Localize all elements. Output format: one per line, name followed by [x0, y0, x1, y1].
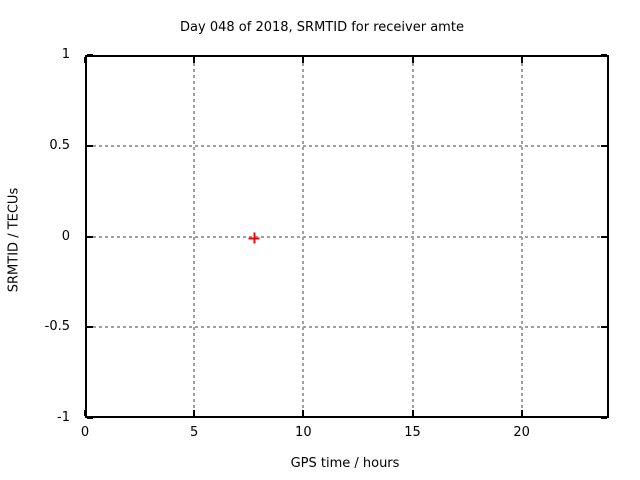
y-tick-mark-right — [601, 144, 607, 147]
gridline-horizontal — [87, 144, 607, 147]
gridline-horizontal — [87, 326, 607, 329]
gridline-horizontal — [87, 235, 607, 238]
y-tick-mark-left — [87, 54, 93, 56]
y-tick-mark-left — [87, 235, 93, 238]
y-tick-mark-right — [601, 326, 607, 329]
y-tick-mark-right — [601, 54, 607, 56]
y-tick-label: 1 — [61, 47, 70, 62]
y-tick-mark-right — [601, 235, 607, 238]
x-tick-mark-bottom — [411, 410, 414, 416]
y-tick-mark-left — [87, 417, 93, 419]
x-tick-mark-bottom — [302, 410, 305, 416]
y-tick-label: -0.5 — [44, 319, 70, 335]
x-tick-mark-bottom — [520, 410, 523, 416]
x-tick-mark-bottom — [193, 410, 196, 416]
y-tick-mark-right — [601, 417, 607, 419]
y-tick-mark-left — [87, 326, 93, 329]
x-axis-label: GPS time / hours — [290, 456, 400, 471]
x-tick-label: 15 — [404, 425, 421, 440]
chart-title: Day 048 of 2018, SRMTID for receiver amt… — [180, 20, 464, 35]
x-tick-label: 5 — [190, 425, 199, 440]
x-tick-label: 20 — [513, 425, 530, 440]
x-tick-label: 0 — [80, 425, 90, 440]
x-tick-mark-top — [84, 57, 86, 63]
data-point-marker — [248, 232, 260, 244]
x-tick-mark-top — [193, 57, 196, 63]
x-tick-mark-top — [302, 57, 305, 63]
x-tick-mark-top — [520, 57, 523, 63]
y-tick-label: 0 — [61, 228, 70, 244]
plot-area — [85, 55, 609, 418]
y-tick-mark-left — [87, 144, 93, 147]
y-tick-label: 0.5 — [49, 137, 70, 153]
x-tick-mark-top — [411, 57, 414, 63]
x-tick-label: 10 — [295, 425, 312, 440]
x-tick-mark-bottom — [84, 410, 86, 416]
y-tick-label: -1 — [57, 410, 70, 425]
